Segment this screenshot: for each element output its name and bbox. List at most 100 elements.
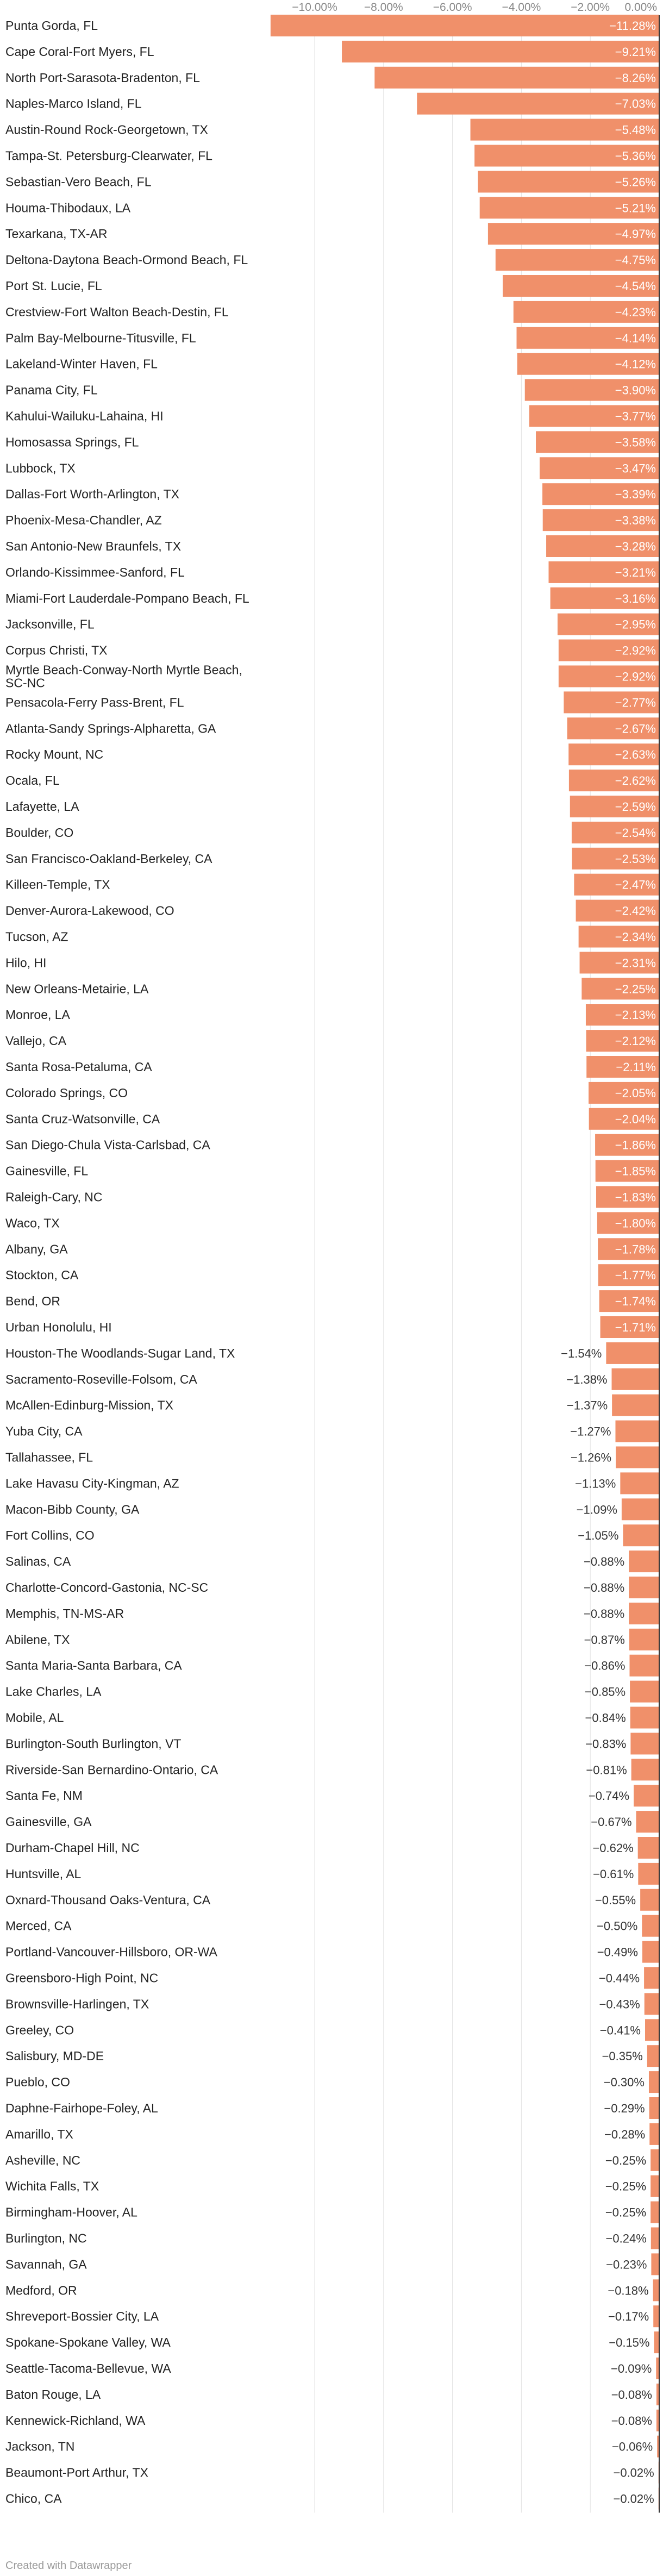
value-label: −5.26% xyxy=(615,175,656,189)
bar xyxy=(595,1160,659,1182)
bar xyxy=(474,145,659,167)
category-label: Daphne-Fairhope-Foley, AL xyxy=(5,2101,158,2115)
bar xyxy=(644,1993,659,2015)
value-label: −0.35% xyxy=(602,2049,643,2063)
value-label: −2.25% xyxy=(615,982,656,996)
bar xyxy=(647,2045,659,2067)
value-label: −2.12% xyxy=(615,1034,656,1048)
category-label: Portland-Vancouver-Hillsboro, OR-WA xyxy=(5,1945,218,1959)
bar xyxy=(479,197,659,219)
category-label: Boulder, CO xyxy=(5,826,73,840)
bar xyxy=(270,15,659,36)
category-label: Panama City, FL xyxy=(5,383,98,397)
value-label: −0.41% xyxy=(600,2023,641,2037)
category-label: McAllen-Edinburg-Mission, TX xyxy=(5,1398,173,1412)
value-label: −1.83% xyxy=(615,1191,656,1204)
bar xyxy=(342,40,659,62)
category-label: Urban Honolulu, HI xyxy=(5,1320,112,1334)
value-label: −4.97% xyxy=(615,227,656,241)
value-label: −4.75% xyxy=(615,253,656,267)
x-tick-label: −6.00% xyxy=(433,1,472,14)
bar xyxy=(629,1550,659,1573)
bar xyxy=(656,2383,659,2405)
category-label: Savannah, GA xyxy=(5,2257,87,2271)
category-label: Colorado Springs, CO xyxy=(5,1086,128,1100)
bar xyxy=(570,796,659,817)
category-label: Corpus Christi, TX xyxy=(5,643,107,658)
category-label: Asheville, NC xyxy=(5,2153,80,2167)
value-label: −2.04% xyxy=(615,1112,656,1126)
bar xyxy=(645,2019,659,2041)
bar xyxy=(596,1186,659,1208)
bar xyxy=(597,1212,659,1234)
value-label: −0.25% xyxy=(605,2154,646,2167)
value-label: −1.74% xyxy=(615,1295,656,1308)
value-label: −2.42% xyxy=(615,904,656,918)
value-label: −2.47% xyxy=(615,878,656,892)
value-label: −0.86% xyxy=(584,1659,625,1673)
category-label: Santa Maria-Santa Barbara, CA xyxy=(5,1659,182,1673)
bar xyxy=(653,2305,659,2328)
bar xyxy=(564,691,659,714)
category-label: Macon-Bibb County, GA xyxy=(5,1502,140,1516)
bar xyxy=(595,1134,659,1156)
value-label: −0.88% xyxy=(584,1607,624,1621)
bar xyxy=(629,1602,659,1624)
value-label: −1.86% xyxy=(615,1139,656,1152)
category-label: Kahului-Wailuku-Lahaina, HI xyxy=(5,409,164,423)
value-label: −0.15% xyxy=(609,2336,649,2349)
value-label: −2.11% xyxy=(616,1060,656,1074)
bar xyxy=(478,171,659,193)
value-label: −3.58% xyxy=(615,435,656,449)
category-label: Riverside-San Bernardino-Ontario, CA xyxy=(5,1762,218,1777)
category-label: San Diego-Chula Vista-Carlsbad, CA xyxy=(5,1138,210,1152)
bar xyxy=(612,1394,659,1416)
value-label: −1.85% xyxy=(615,1165,656,1178)
value-label: −3.39% xyxy=(615,487,656,501)
category-label: Cape Coral-Fort Myers, FL xyxy=(5,45,154,59)
bar xyxy=(644,1967,659,1989)
category-label: Sebastian-Vero Beach, FL xyxy=(5,174,152,189)
category-label: Santa Rosa-Petaluma, CA xyxy=(5,1060,152,1074)
category-label: Hilo, HI xyxy=(5,955,46,970)
category-label: Dallas-Fort Worth-Arlington, TX xyxy=(5,487,179,501)
category-label: Brownsville-Harlingen, TX xyxy=(5,1997,149,2011)
category-label: San Francisco-Oakland-Berkeley, CA xyxy=(5,852,212,866)
category-label: Stockton, CA xyxy=(5,1268,79,1282)
bar xyxy=(571,821,659,843)
category-label: San Antonio-New Braunfels, TX xyxy=(5,539,181,553)
bar xyxy=(558,665,659,687)
category-label: Lake Charles, LA xyxy=(5,1685,102,1699)
value-label: −5.48% xyxy=(615,123,656,137)
category-label: Albany, GA xyxy=(5,1242,68,1256)
bar xyxy=(651,2253,659,2275)
value-label: −0.61% xyxy=(593,1867,634,1881)
value-label: −0.29% xyxy=(604,2102,645,2115)
category-label: Durham-Chapel Hill, NC xyxy=(5,1841,140,1855)
value-label: −1.54% xyxy=(561,1347,602,1360)
category-label: Memphis, TN-MS-AR xyxy=(5,1606,124,1621)
bar xyxy=(542,483,659,505)
value-label: −1.38% xyxy=(566,1373,607,1386)
bar xyxy=(651,2227,659,2249)
value-label: −0.43% xyxy=(599,1997,640,2011)
value-label: −4.12% xyxy=(615,358,656,371)
category-label: New Orleans-Metairie, LA xyxy=(5,981,149,996)
bar xyxy=(374,66,659,89)
category-label: Fort Collins, CO xyxy=(5,1528,95,1542)
value-label: −1.71% xyxy=(615,1321,656,1334)
value-label: −3.90% xyxy=(615,384,656,397)
category-label: Phoenix-Mesa-Chandler, AZ xyxy=(5,513,162,527)
value-label: −0.55% xyxy=(595,1893,636,1907)
category-label: Lakeland-Winter Haven, FL xyxy=(5,357,158,371)
bar xyxy=(581,978,659,1000)
category-label: Wichita Falls, TX xyxy=(5,2179,99,2193)
value-label: −4.23% xyxy=(615,305,656,319)
value-label: −0.88% xyxy=(584,1555,624,1568)
bar xyxy=(568,770,659,792)
value-label: −7.03% xyxy=(615,97,656,111)
category-label: Tallahassee, FL xyxy=(5,1450,93,1465)
category-label: Raleigh-Cary, NC xyxy=(5,1190,103,1204)
category-label: Burlington, NC xyxy=(5,2231,87,2246)
category-label: North Port-Sarasota-Bradenton, FL xyxy=(5,71,200,85)
